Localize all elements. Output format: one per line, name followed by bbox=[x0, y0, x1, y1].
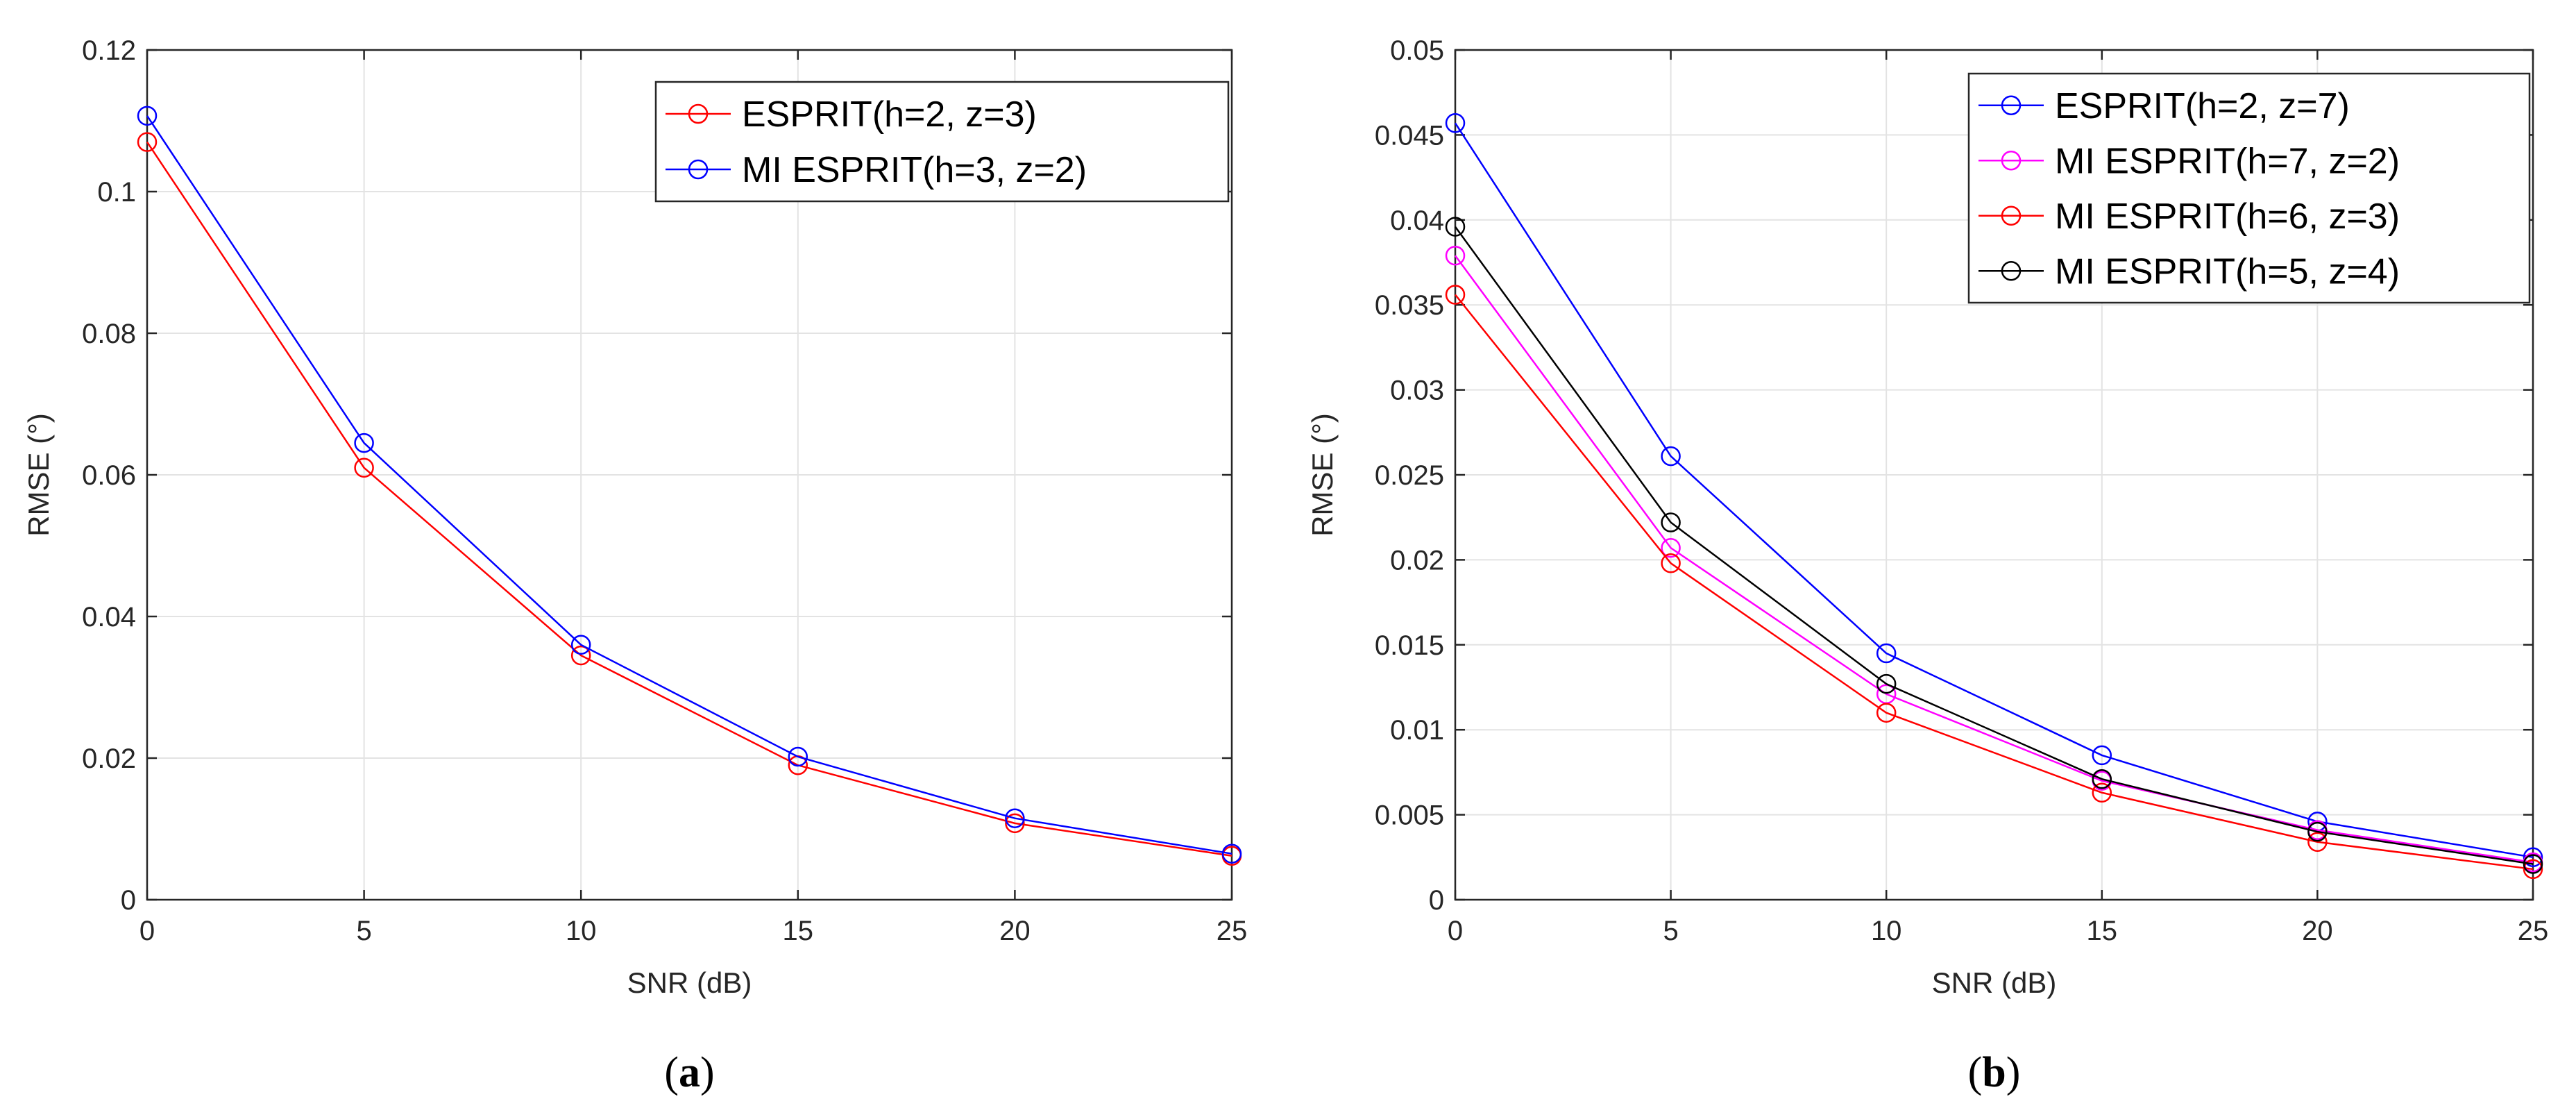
x-tick-label: 10 bbox=[1871, 916, 1902, 946]
legend-entry-1: MI ESPRIT(h=7, z=2) bbox=[2055, 141, 2400, 181]
series-line-3 bbox=[1454, 226, 2534, 865]
y-tick-label: 0.04 bbox=[82, 602, 136, 632]
y-tick-label: 0.05 bbox=[1390, 35, 1444, 66]
data-point bbox=[137, 106, 158, 126]
x-tick-label: 25 bbox=[2518, 916, 2549, 946]
data-point bbox=[2307, 821, 2328, 842]
legend-entry-0: ESPRIT(h=2, z=3) bbox=[742, 94, 1037, 135]
data-point bbox=[1661, 512, 1681, 532]
chart-panel-a: 0 5 10 15 20 25 0 0.02 0.04 0.06 0.08 0.1 0.12 SNR (d… bbox=[22, 35, 1247, 1096]
data-point bbox=[2092, 769, 2112, 789]
y-tick-label: 0.06 bbox=[82, 460, 136, 491]
data-point bbox=[1445, 285, 1466, 305]
data-point bbox=[354, 433, 374, 453]
y-tick-label: 0.02 bbox=[82, 744, 136, 774]
data-point bbox=[1661, 446, 1681, 467]
x-tick-label: 0 bbox=[139, 916, 155, 946]
data-point bbox=[1445, 113, 1466, 133]
legend-marker-3 bbox=[2001, 261, 2022, 281]
data-point bbox=[1221, 843, 1242, 864]
x-tick-label: 5 bbox=[356, 916, 371, 946]
data-point bbox=[570, 635, 591, 655]
data-point bbox=[1876, 703, 1897, 723]
data-point bbox=[1445, 245, 1466, 266]
legend-marker-2 bbox=[2001, 205, 2022, 226]
legend-box bbox=[654, 81, 1230, 203]
x-tick-label: 25 bbox=[1217, 916, 1248, 946]
panel-label: (b) bbox=[1968, 1049, 2021, 1096]
y-tick-label: 0 bbox=[1429, 885, 1444, 916]
data-point bbox=[2307, 832, 2328, 853]
data-point bbox=[2523, 859, 2543, 880]
legend-marker-1 bbox=[2001, 151, 2022, 171]
legend-entry-2: MI ESPRIT(h=6, z=3) bbox=[2055, 196, 2400, 237]
x-axis-label: SNR (dB) bbox=[627, 966, 752, 999]
y-tick-label: 0.015 bbox=[1375, 630, 1444, 661]
data-point bbox=[570, 645, 591, 666]
panel-letter: a bbox=[679, 1049, 700, 1096]
data-point bbox=[1661, 553, 1681, 573]
x-tick-label: 0 bbox=[1448, 916, 1463, 946]
y-tick-label: 0.03 bbox=[1390, 376, 1444, 406]
y-tick-label: 0.08 bbox=[82, 319, 136, 349]
y-tick-label: 0 bbox=[121, 885, 136, 916]
legend-marker-0 bbox=[688, 103, 709, 124]
y-tick-label: 0.005 bbox=[1375, 800, 1444, 831]
y-tick-label: 0.045 bbox=[1375, 120, 1444, 151]
panel-label: (a) bbox=[664, 1049, 714, 1096]
x-tick-label: 10 bbox=[566, 916, 597, 946]
x-tick-label: 20 bbox=[2302, 916, 2333, 946]
data-point bbox=[1661, 538, 1681, 558]
panel-letter: b bbox=[1982, 1049, 2006, 1096]
data-point bbox=[137, 132, 158, 152]
series-line-2 bbox=[1455, 294, 2534, 871]
data-point bbox=[1876, 643, 1897, 664]
data-point bbox=[354, 458, 374, 478]
x-tick-label: 15 bbox=[783, 916, 814, 946]
data-point bbox=[2523, 854, 2543, 874]
chart-panel-b: 0 5 10 15 20 25 0 0.005 0.01 0.015 0.02 0.025 0.03 0.… bbox=[1306, 35, 2548, 1096]
y-tick-label: 0.04 bbox=[1390, 205, 1444, 236]
y-tick-label: 0.025 bbox=[1375, 460, 1444, 491]
series-line-0 bbox=[1454, 122, 2534, 859]
data-point bbox=[1005, 808, 1025, 828]
legend-entry-3: MI ESPRIT(h=5, z=4) bbox=[2055, 251, 2400, 292]
x-tick-label: 5 bbox=[1663, 916, 1678, 946]
legend-box bbox=[1967, 72, 2531, 304]
legend-marker-0 bbox=[2001, 95, 2022, 115]
series-line-1 bbox=[146, 115, 1232, 855]
data-point bbox=[2523, 847, 2543, 868]
legend-marker-1 bbox=[688, 159, 709, 180]
x-tick-label: 15 bbox=[2087, 916, 2118, 946]
data-point bbox=[1005, 813, 1025, 834]
y-axis-label: RMSE (°) bbox=[1306, 413, 1339, 537]
data-point bbox=[2092, 745, 2112, 766]
x-tick-label: 20 bbox=[999, 916, 1031, 946]
legend-entry-0: ESPRIT(h=2, z=7) bbox=[2055, 86, 2350, 126]
x-axis-label: SNR (dB) bbox=[1932, 966, 2057, 999]
series-line-0 bbox=[146, 141, 1232, 857]
y-tick-label: 0.02 bbox=[1390, 545, 1444, 576]
y-axis-label: RMSE (°) bbox=[22, 413, 55, 537]
y-tick-label: 0.12 bbox=[82, 35, 136, 66]
data-point bbox=[788, 746, 808, 767]
y-tick-label: 0.01 bbox=[1390, 715, 1444, 746]
legend-entry-1: MI ESPRIT(h=3, z=2) bbox=[742, 150, 1087, 190]
data-point bbox=[2092, 782, 2112, 803]
y-tick-label: 0.1 bbox=[97, 177, 136, 208]
data-point bbox=[1445, 217, 1466, 237]
data-point bbox=[1876, 673, 1897, 694]
series-line-1 bbox=[1454, 255, 2534, 864]
y-tick-label: 0.035 bbox=[1375, 290, 1444, 321]
